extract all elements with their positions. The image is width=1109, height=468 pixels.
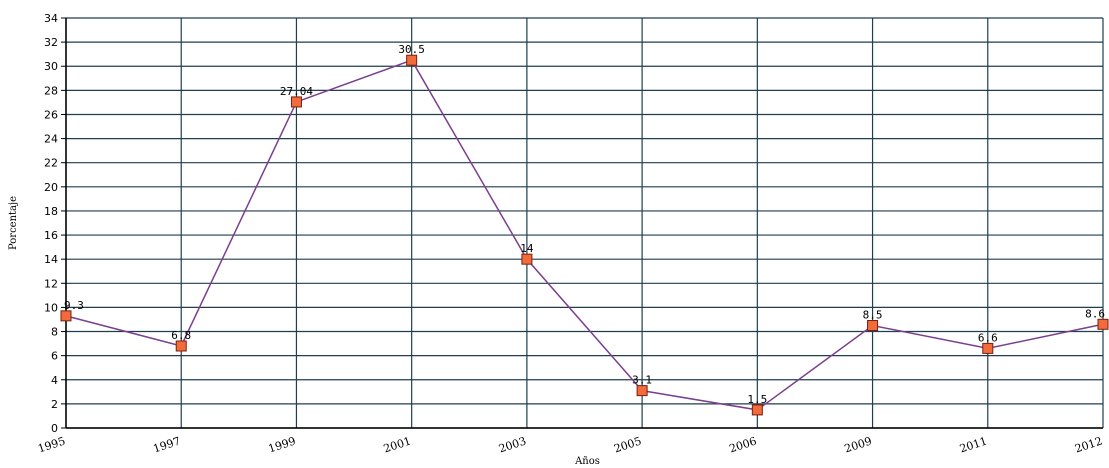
x-tick-label: 2012 <box>1073 434 1104 455</box>
y-tick-label: 18 <box>44 205 58 218</box>
series-line <box>65 59 1104 411</box>
y-tick-label: 8 <box>51 326 58 339</box>
data-point <box>290 96 302 108</box>
x-tick-label: 2005 <box>612 434 643 455</box>
x-tick-label: 1997 <box>152 434 183 455</box>
data-point <box>751 404 763 416</box>
data-point <box>636 385 648 397</box>
data-point <box>867 320 879 331</box>
data-markers <box>60 54 1109 416</box>
y-tick-label: 28 <box>44 84 58 97</box>
data-label: 6.6 <box>978 331 998 344</box>
x-tick-label: 2001 <box>382 434 413 455</box>
y-tick-label: 16 <box>44 229 58 242</box>
grid-lines <box>65 17 1104 429</box>
data-point <box>175 340 187 352</box>
y-tick-label: 34 <box>44 12 58 25</box>
data-label: 1.5 <box>747 393 767 406</box>
y-tick-label: 20 <box>44 181 58 194</box>
x-axis-ticks: 1995 1997 1999 2001 2003 2005 2006 2009 2011 2012 <box>36 434 1104 455</box>
y-tick-label: 10 <box>44 301 58 314</box>
x-tick-label: 2009 <box>843 434 874 455</box>
data-point <box>982 342 994 354</box>
x-tick-label: 1999 <box>267 434 298 455</box>
data-label: 9.3 <box>64 299 84 312</box>
data-labels: 9.3 6.8 27.04 30.5 14 3.1 1.5 8.5 6.6 8.6 <box>64 43 1105 406</box>
x-tick-label: 1995 <box>36 434 67 455</box>
y-tick-label: 30 <box>44 60 58 73</box>
y-tick-label: 4 <box>51 374 58 387</box>
x-tick-label: 2011 <box>958 434 989 455</box>
y-tick-label: 0 <box>51 422 58 435</box>
y-tick-label: 14 <box>44 253 58 266</box>
y-tick-label: 24 <box>44 133 58 146</box>
x-tick-label: 2003 <box>497 434 528 455</box>
data-point <box>1097 318 1109 330</box>
data-point <box>60 310 72 322</box>
axes <box>65 18 1103 429</box>
data-point <box>406 54 418 66</box>
y-tick-label: 12 <box>44 277 58 290</box>
data-label: 8.5 <box>863 309 883 322</box>
y-tick-label: 22 <box>44 157 58 170</box>
y-tick-label: 2 <box>51 398 58 411</box>
y-tick-label: 26 <box>44 108 58 121</box>
x-tick-label: 2006 <box>728 434 759 455</box>
data-label: 6.8 <box>171 329 191 342</box>
y-tick-label: 6 <box>51 350 58 363</box>
data-label: 27.04 <box>280 85 313 98</box>
data-label: 8.6 <box>1085 307 1105 320</box>
y-axis-label: Porcentaje <box>8 196 19 250</box>
x-axis-label: Años <box>574 456 600 467</box>
data-point <box>521 253 533 265</box>
data-label: 3.1 <box>632 374 652 387</box>
y-tick-label: 32 <box>44 36 58 49</box>
data-label: 14 <box>520 242 534 255</box>
data-label: 30.5 <box>398 43 425 56</box>
